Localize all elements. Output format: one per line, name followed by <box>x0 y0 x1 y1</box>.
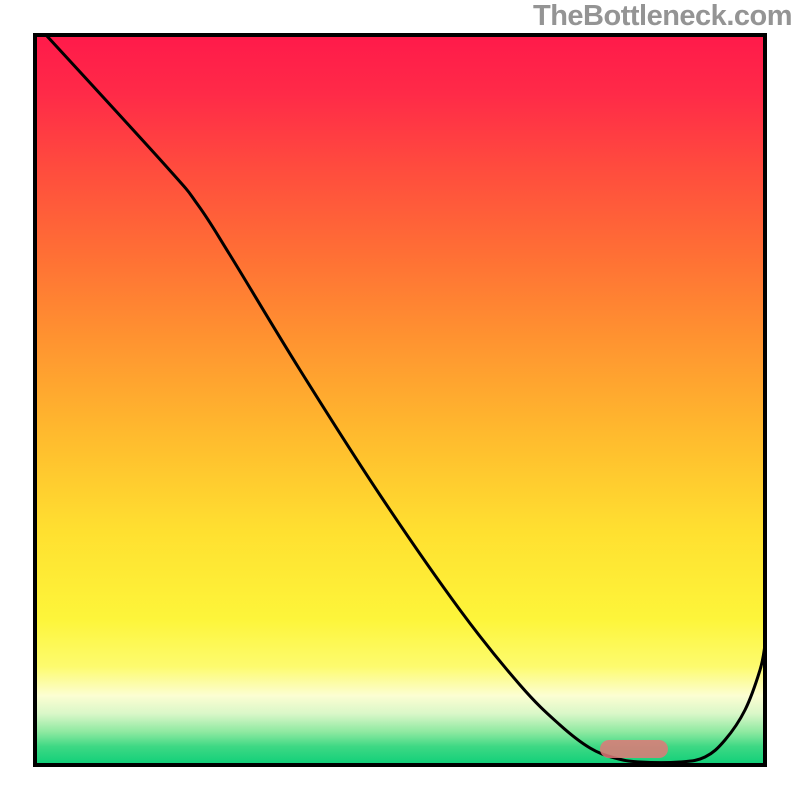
watermark-text: TheBottleneck.com <box>533 0 792 33</box>
minimum-marker <box>600 740 668 758</box>
chart-container: TheBottleneck.com <box>0 0 800 800</box>
chart-svg <box>0 0 800 800</box>
